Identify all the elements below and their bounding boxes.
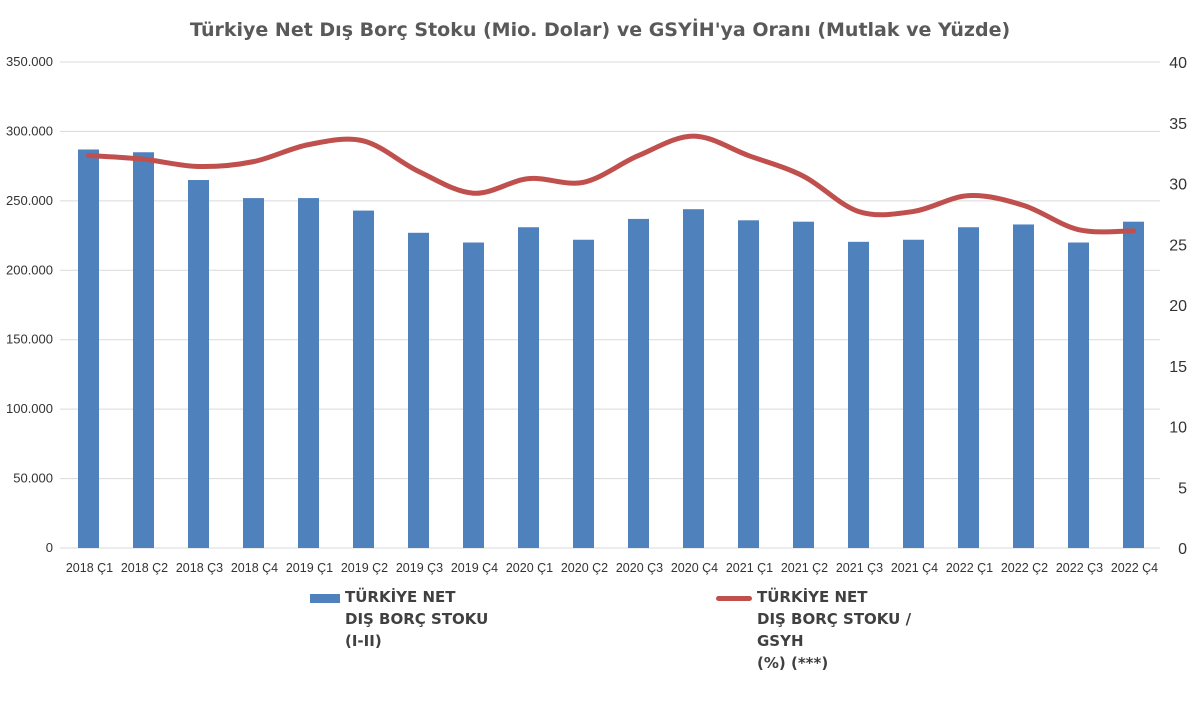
y-left-tick-label: 100.000 [6, 401, 53, 416]
legend-label-bar: TÜRKİYE NET DIŞ BORÇ STOKU (I-II) [345, 588, 489, 650]
x-tick-label: 2020 Ç3 [616, 561, 663, 575]
x-tick-label: 2018 Ç2 [121, 561, 168, 575]
x-tick-label: 2022 Ç4 [1111, 561, 1158, 575]
legend-label-line: TÜRKİYE NET DIŞ BORÇ STOKU / GSYH (%) (*… [757, 588, 912, 672]
x-tick-label: 2021 Ç2 [781, 561, 828, 575]
x-axis: 2018 Ç1 2018 Ç2 2018 Ç3 2018 Ç4 2019 Ç1 2019 … [66, 561, 1158, 575]
bar [1068, 242, 1089, 548]
y-right-tick-label: 10 [1169, 420, 1187, 437]
y-axis-left: 0 50.000 100.000 150.000 200.000 250.000 300.0… [6, 54, 53, 555]
line-series [86, 133, 1136, 235]
x-tick-label: 2022 Ç1 [946, 561, 993, 575]
y-right-tick-label: 0 [1178, 541, 1187, 558]
gridlines [60, 61, 1160, 549]
y-right-tick-label: 35 [1169, 116, 1187, 133]
bar [243, 198, 264, 548]
bar [1013, 224, 1034, 548]
x-tick-label: 2020 Ç1 [506, 561, 553, 575]
bar [463, 242, 484, 548]
y-left-tick-label: 0 [46, 540, 53, 555]
y-axis-right: 0 5 10 15 20 25 30 35 40 [1169, 55, 1187, 558]
x-tick-label: 2019 Ç2 [341, 561, 388, 575]
x-tick-label: 2018 Ç4 [231, 561, 278, 575]
bar [848, 241, 869, 548]
x-tick-label: 2019 Ç3 [396, 561, 443, 575]
y-right-tick-label: 25 [1169, 237, 1187, 254]
x-tick-label: 2022 Ç2 [1001, 561, 1048, 575]
bar [188, 180, 209, 548]
x-tick-label: 2019 Ç1 [286, 561, 333, 575]
x-tick-label: 2020 Ç2 [561, 561, 608, 575]
bar [573, 239, 594, 549]
y-right-tick-label: 5 [1178, 480, 1187, 497]
legend-swatch-bar [310, 594, 340, 603]
bar [628, 218, 649, 548]
y-left-tick-label: 250.000 [6, 193, 53, 208]
y-left-tick-label: 200.000 [6, 262, 53, 277]
y-left-tick-label: 50.000 [13, 471, 53, 486]
bar [1123, 221, 1144, 548]
y-right-tick-label: 40 [1169, 55, 1187, 72]
y-right-tick-label: 30 [1169, 177, 1187, 194]
x-tick-label: 2018 Ç3 [176, 561, 223, 575]
x-tick-label: 2019 Ç4 [451, 561, 498, 575]
y-left-tick-label: 150.000 [6, 332, 53, 347]
x-tick-label: 2021 Ç1 [726, 561, 773, 575]
ratio-line [86, 133, 1136, 235]
bar [903, 239, 924, 549]
x-tick-label: 2021 Ç4 [891, 561, 938, 575]
y-left-tick-label: 350.000 [6, 54, 53, 69]
x-tick-label: 2021 Ç3 [836, 561, 883, 575]
bar [958, 227, 979, 549]
y-right-tick-label: 15 [1169, 359, 1187, 376]
y-left-tick-label: 300.000 [6, 123, 53, 138]
chart-title: Türkiye Net Dış Borç Stoku (Mio. Dolar) … [190, 17, 1010, 41]
bar [298, 198, 319, 548]
bar-series [78, 149, 1144, 549]
bar [518, 227, 539, 549]
bar [683, 209, 704, 548]
x-tick-label: 2018 Ç1 [66, 561, 113, 575]
bar [133, 152, 154, 548]
bar [78, 149, 99, 549]
bar [353, 210, 374, 548]
x-tick-label: 2020 Ç4 [671, 561, 718, 575]
x-tick-label: 2022 Ç3 [1056, 561, 1103, 575]
bar [738, 220, 759, 548]
bar [793, 221, 814, 548]
y-right-tick-label: 20 [1169, 298, 1187, 315]
legend-swatch-line [716, 596, 752, 601]
bar [408, 232, 429, 548]
